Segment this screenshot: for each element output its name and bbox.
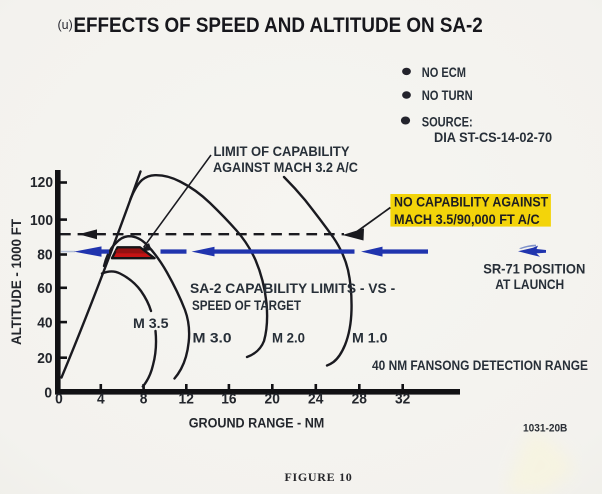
svg-text:FIGURE 10: FIGURE 10 [285, 470, 353, 484]
svg-text:40: 40 [37, 314, 52, 330]
svg-text:40 NM FANSONG DETECTION RANGE: 40 NM FANSONG DETECTION RANGE [372, 357, 588, 373]
svg-text:16: 16 [221, 390, 236, 406]
svg-text:(u): (u) [58, 18, 73, 32]
svg-text:NO TURN: NO TURN [422, 87, 473, 104]
svg-text:80: 80 [37, 246, 52, 262]
svg-text:AT LAUNCH: AT LAUNCH [495, 276, 564, 292]
svg-text:28: 28 [352, 390, 367, 406]
svg-text:SA-2 CAPABILITY LIMITS - VS -: SA-2 CAPABILITY LIMITS - VS - [190, 280, 396, 296]
svg-text:SOURCE:: SOURCE: [422, 113, 473, 130]
svg-text:EFFECTS OF SPEED AND ALTITUDE: EFFECTS OF SPEED AND ALTITUDE ON SA-2 [74, 14, 483, 37]
svg-text:100: 100 [30, 211, 53, 227]
svg-text:M 3.5: M 3.5 [133, 316, 169, 332]
svg-text:M 3.0: M 3.0 [193, 330, 232, 346]
svg-text:MACH 3.5/90,000 FT A/C: MACH 3.5/90,000 FT A/C [394, 211, 540, 227]
svg-text:20: 20 [37, 349, 52, 365]
svg-text:M 1.0: M 1.0 [352, 330, 388, 346]
svg-text:24: 24 [308, 390, 323, 406]
svg-text:12: 12 [179, 390, 194, 406]
svg-text:GROUND RANGE - NM: GROUND RANGE - NM [189, 415, 325, 431]
svg-text:0: 0 [44, 384, 52, 400]
svg-text:NO CAPABILITY AGAINST: NO CAPABILITY AGAINST [394, 194, 548, 210]
svg-text:SPEED OF TARGET: SPEED OF TARGET [192, 297, 301, 313]
svg-text:0: 0 [55, 390, 63, 406]
svg-text:ALTITUDE - 1000 FT: ALTITUDE - 1000 FT [9, 218, 24, 345]
svg-text:120: 120 [30, 174, 53, 190]
svg-text:60: 60 [37, 280, 52, 296]
svg-text:1031-20B: 1031-20B [523, 422, 568, 434]
svg-text:8: 8 [140, 390, 148, 406]
svg-text:4: 4 [97, 390, 105, 406]
svg-text:20: 20 [265, 390, 280, 406]
svg-text:M 2.0: M 2.0 [272, 330, 305, 346]
svg-text:NO ECM: NO ECM [422, 64, 466, 81]
svg-text:DIA ST-CS-14-02-70: DIA ST-CS-14-02-70 [434, 129, 552, 145]
svg-text:32: 32 [395, 390, 410, 406]
svg-text:LIMIT OF CAPABILITY: LIMIT OF CAPABILITY [214, 143, 350, 159]
svg-text:SR-71 POSITION: SR-71 POSITION [483, 261, 585, 277]
svg-text:AGAINST MACH 3.2 A/C: AGAINST MACH 3.2 A/C [213, 159, 358, 175]
